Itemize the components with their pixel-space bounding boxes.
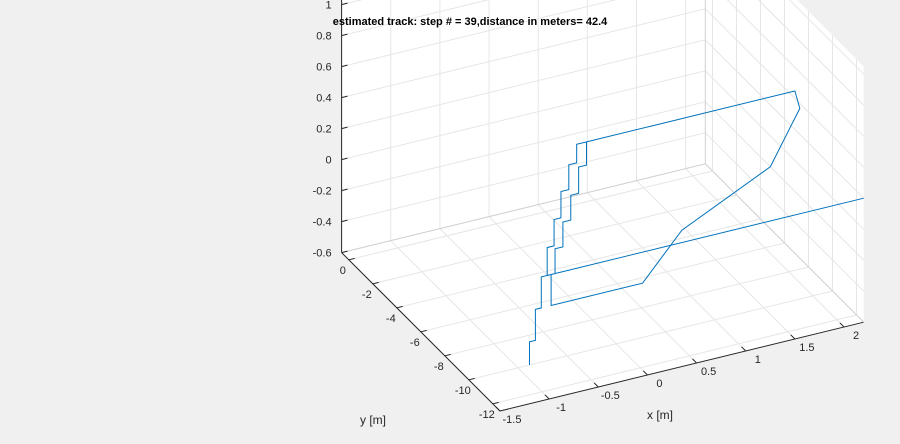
z-tick-mark: [341, 219, 348, 223]
grid-line: [685, 168, 845, 328]
z-tick-mark: [341, 250, 348, 254]
grid-line: [726, 0, 865, 137]
x-tick-mark: [495, 406, 501, 412]
z-tick-label: -0.4: [313, 217, 332, 229]
grid-line: [492, 314, 857, 405]
x-tick-label: 0: [656, 378, 662, 390]
y-tick-label: -8: [434, 361, 444, 373]
axes-panes: [341, 0, 864, 411]
grid-line: [341, 8, 706, 99]
grid-line: [420, 242, 785, 333]
y-tick-mark: [372, 281, 379, 285]
grid-line: [444, 266, 809, 357]
grid-line: [390, 240, 550, 400]
y-tick-label: -6: [410, 337, 420, 349]
grid-line: [704, 70, 865, 230]
x-tick-mark: [642, 370, 648, 376]
y-tick-label: -4: [386, 313, 396, 325]
x-tick-mark: [544, 394, 550, 400]
x-tick-mark: [593, 382, 599, 388]
grid-line: [348, 170, 713, 261]
z-tick-mark: [341, 126, 348, 130]
axes-frame: [341, 0, 865, 412]
grid-line: [372, 194, 737, 285]
z-tick-mark: [341, 33, 348, 37]
x-tick-label: 2: [853, 330, 859, 342]
y-tick-mark: [444, 353, 451, 357]
z-tick-label: 1: [325, 0, 331, 12]
x-tick-label: -0.5: [601, 390, 620, 402]
grid-line: [788, 0, 865, 75]
grid-line: [757, 0, 865, 106]
x-tick-label: 1: [755, 354, 761, 366]
x-tick-label: -1: [556, 402, 566, 414]
grid-line: [704, 101, 865, 261]
left-wall-pane: [341, 0, 706, 253]
y-tick-label: -12: [479, 409, 495, 421]
track-line: [528, 90, 864, 366]
y-tick-mark: [468, 377, 475, 381]
z-tick-label: -0.2: [313, 186, 332, 198]
x-tick-mark: [839, 322, 845, 328]
grid-line: [636, 180, 796, 340]
grid-line: [341, 70, 706, 161]
grid-line: [396, 218, 761, 309]
x-tick-label: 1.5: [799, 342, 814, 354]
y-tick-mark: [420, 329, 427, 333]
z-tick-label: 0.6: [316, 62, 331, 74]
grid-line: [537, 204, 697, 364]
y-axis-label: y [m]: [360, 413, 386, 427]
grid-line: [704, 132, 865, 292]
y-tick-mark: [348, 257, 355, 261]
z-tick-label: 0.8: [316, 31, 331, 43]
z-tick-mark: [341, 95, 348, 99]
grid-line: [341, 132, 706, 223]
z-tick-label: -0.6: [313, 248, 332, 260]
x-axis-label: x [m]: [647, 408, 673, 422]
z-tick-label: 0.2: [316, 124, 331, 136]
grid-line: [341, 101, 706, 192]
chart-title: estimated track: step # = 39,distance in…: [333, 16, 608, 28]
z-tick-label: 0: [325, 155, 331, 167]
y-tick-mark: [396, 305, 403, 309]
x-tick-label: 0.5: [701, 366, 716, 378]
x-axis-line: [499, 321, 864, 412]
x-tick-mark: [692, 358, 697, 364]
z-tick-mark: [341, 157, 348, 161]
grid-line: [704, 39, 865, 199]
grid-line: [704, 8, 865, 168]
x-tick-label: -1.5: [503, 414, 522, 426]
z-tick-label: 0.4: [316, 93, 331, 105]
grid-line: [586, 192, 747, 352]
grid-line: [341, 39, 706, 130]
z-tick-mark: [341, 188, 348, 192]
back-edge: [704, 163, 865, 323]
grid-line: [488, 216, 648, 376]
z-tick-mark: [341, 2, 348, 6]
grid-line: [439, 228, 599, 388]
tick-labels: 0 -2 -4 -6 -8 -10 -12 -1.5 -1 -0.5 0 0.5 1 1.5 2 -0.6 -0…: [313, 0, 859, 426]
z-tick-mark: [341, 64, 348, 68]
x-tick-mark: [741, 346, 747, 352]
y-tick-label: 0: [340, 265, 346, 277]
x-tick-mark: [790, 334, 796, 340]
back-edge: [341, 163, 706, 254]
y-tick-label: -2: [362, 289, 372, 301]
grid-line: [341, 0, 617, 68]
y-tick-label: -10: [455, 385, 471, 397]
grid-line: [341, 0, 490, 37]
y-tick-mark: [492, 401, 499, 405]
